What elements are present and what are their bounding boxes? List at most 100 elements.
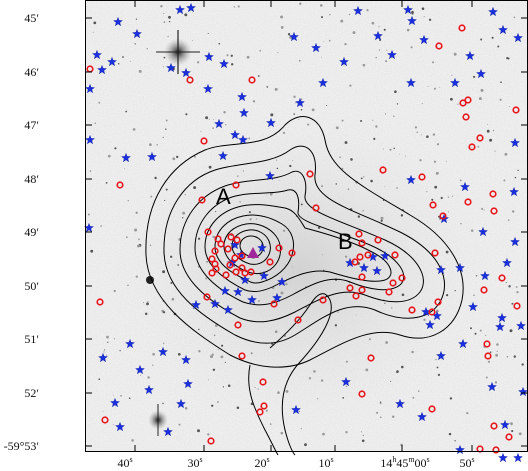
circle-marker [204,228,212,236]
field-star [431,198,434,201]
field-star [511,302,514,305]
field-star [178,423,181,426]
x-tick-main: 50 [459,456,472,470]
star-marker [257,242,267,253]
field-star [344,42,347,46]
field-star [212,368,216,371]
star-marker [395,398,405,409]
field-star [165,188,168,191]
field-star [375,125,378,128]
field-star [416,131,419,133]
circle-marker [389,279,397,287]
star-marker [450,77,460,88]
field-star [113,394,115,396]
field-star [326,104,328,107]
field-star [505,282,507,283]
field-star [266,86,269,88]
field-star [162,311,166,314]
sky-noise [85,0,528,452]
star-marker [147,151,157,162]
field-star [164,199,166,202]
field-star [432,133,436,136]
star-marker [368,251,378,262]
field-star [90,249,94,253]
star-marker [353,5,363,16]
circle-marker [358,273,366,281]
field-star [449,397,453,400]
field-star [266,194,268,196]
field-star [212,127,214,129]
circle-marker [306,170,314,178]
circle-marker [288,249,296,257]
field-star [213,334,216,337]
star-marker [289,31,299,42]
circle-marker [513,302,521,310]
circle-marker [232,181,240,189]
field-star [211,404,214,407]
field-star [230,63,234,66]
field-star [341,167,344,170]
field-star [226,54,229,57]
field-star [106,335,109,339]
field-star [128,397,131,399]
field-star [473,75,476,78]
field-star [208,165,212,169]
circle-marker [431,249,439,257]
star-marker [218,150,228,161]
field-star [278,180,280,181]
star-marker [406,77,416,88]
field-star [222,386,225,388]
star-marker [373,30,383,41]
field-star [137,244,140,248]
field-star [334,324,338,327]
field-star [470,327,472,330]
field-star [439,86,441,88]
field-star [345,385,348,388]
circle-marker [247,268,255,276]
star-marker [230,239,240,250]
star-marker [259,270,269,281]
x-tick-unit: s [129,455,133,464]
star-marker [132,28,142,39]
field-star [104,349,106,351]
field-star [210,355,213,359]
field-star [197,429,200,433]
star-marker [203,83,213,94]
star-marker [425,319,435,330]
field-star [300,109,303,111]
field-star [433,160,437,163]
star-marker [181,67,191,78]
field-star [349,84,352,87]
field-star [390,380,392,382]
field-star [138,238,140,241]
field-star [182,217,184,219]
field-star [298,118,300,120]
star-marker [97,64,107,75]
circle-marker [312,204,320,212]
field-star [113,289,116,293]
star-marker [214,118,224,129]
field-star [500,81,502,84]
star-marker [468,301,478,312]
field-star [436,366,439,369]
y-tick-label: 47′ [24,118,39,132]
field-star [344,255,348,258]
field-star [503,179,506,182]
field-star [371,21,375,25]
circle-marker [379,166,387,174]
field-star [205,277,208,280]
field-star [445,161,447,162]
field-star [98,378,101,381]
field-star [345,360,348,363]
field-star [120,395,122,397]
circle-marker [418,173,426,181]
circle-marker [374,236,382,244]
field-star [389,148,392,151]
field-star [291,266,293,268]
circle-marker [270,300,278,308]
field-star [165,128,167,130]
field-star [242,170,245,172]
field-star [185,113,188,116]
field-star [378,26,380,28]
